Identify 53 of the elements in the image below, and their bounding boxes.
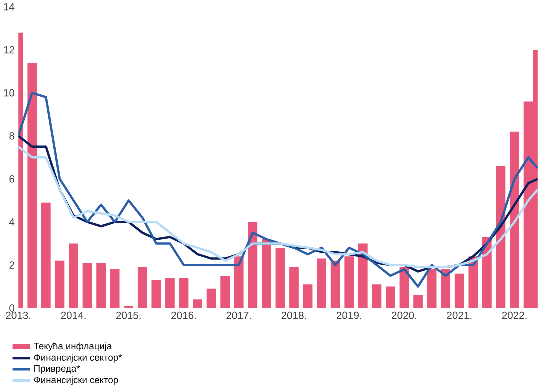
- bar: [386, 286, 396, 308]
- bar: [262, 239, 272, 308]
- x-tick-label: 2018.: [282, 312, 306, 320]
- x-tick-label: 2014.: [61, 312, 86, 320]
- bar: [303, 284, 313, 308]
- bar: [138, 267, 148, 308]
- x-tick-label: 2013.: [6, 312, 31, 320]
- x-tick-label: 2017.: [226, 312, 252, 320]
- x-tick-label: 2022.: [502, 312, 527, 320]
- bar: [454, 274, 464, 308]
- bar: [55, 260, 65, 308]
- legend-label: Финансијски сектор: [34, 376, 118, 386]
- y-tick-label: 0: [10, 304, 15, 312]
- y-tick-label: 2: [10, 262, 14, 269]
- y-tick-label: 6: [10, 175, 15, 183]
- bar: [276, 248, 286, 308]
- bar: [234, 256, 244, 308]
- x-tick-label: 2020.: [392, 312, 416, 320]
- x-tick-label: 2015.: [116, 312, 141, 320]
- x-tick-label: 2021.: [447, 312, 472, 320]
- bar: [441, 270, 451, 308]
- bar: [193, 300, 202, 308]
- bar: [82, 263, 92, 308]
- bar: [41, 202, 51, 308]
- bar: [414, 295, 423, 308]
- bar: [96, 263, 106, 308]
- bar: [206, 288, 216, 308]
- bar: [28, 62, 38, 308]
- y-tick-label: 10: [4, 89, 15, 97]
- y-tick-label: 14: [4, 3, 15, 11]
- y-tick-label: 8: [10, 132, 15, 140]
- x-tick-label: 2019.: [336, 312, 362, 320]
- bar: [372, 284, 382, 308]
- bar: [330, 260, 340, 308]
- bar: [248, 222, 258, 308]
- bar: [427, 270, 437, 308]
- bar: [344, 256, 354, 308]
- bar: [152, 280, 162, 308]
- legend-label: Привреда*: [34, 366, 80, 374]
- y-tick-label: 12: [4, 46, 14, 54]
- bar: [358, 244, 368, 308]
- bar: [110, 270, 120, 308]
- bar: [317, 258, 326, 308]
- bar: [510, 132, 520, 308]
- bar: [69, 244, 78, 308]
- x-tick-label: 2016.: [172, 312, 196, 320]
- bar: [166, 278, 175, 308]
- bar: [290, 267, 299, 308]
- y-tick-label: 4: [9, 218, 15, 226]
- legend-label: Финансијски сектор*: [34, 354, 122, 363]
- bar: [220, 276, 230, 308]
- bar: [179, 278, 189, 308]
- legend-label: Текућа инфлација: [34, 342, 112, 352]
